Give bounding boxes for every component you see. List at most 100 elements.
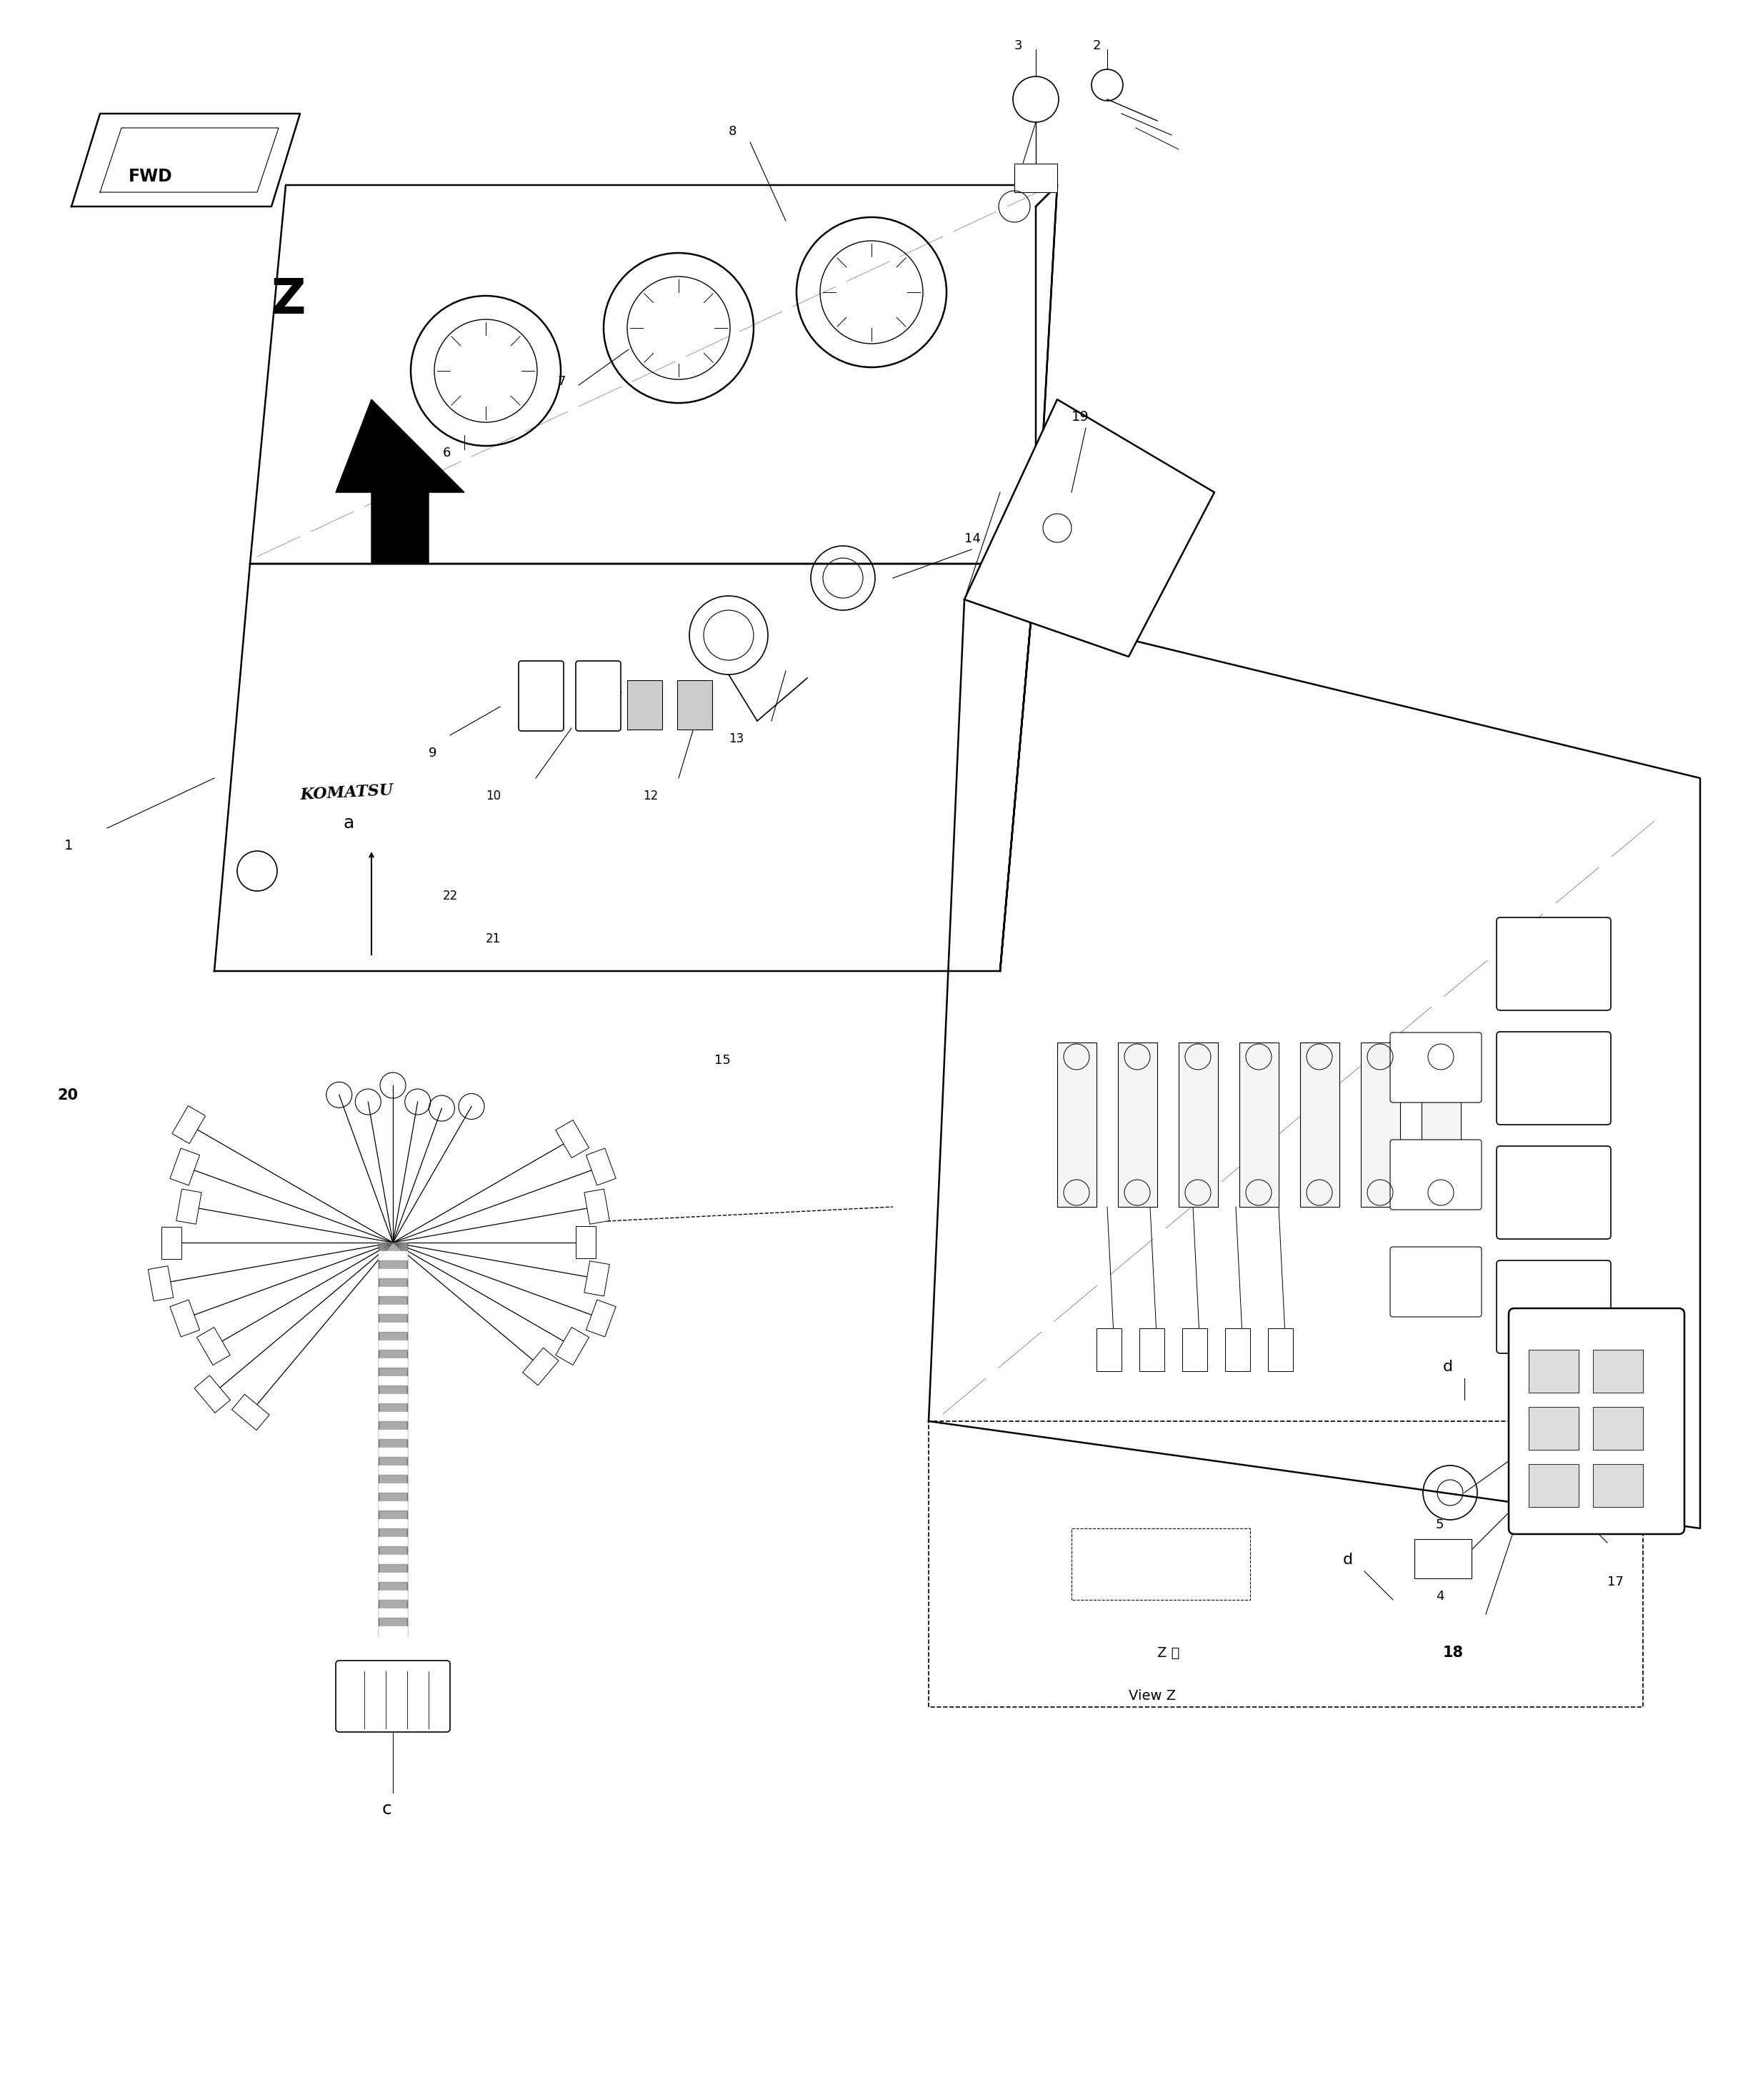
Polygon shape <box>378 1279 408 1287</box>
Text: 22: 22 <box>443 890 459 903</box>
FancyBboxPatch shape <box>1391 1033 1482 1102</box>
Polygon shape <box>378 1625 408 1636</box>
Bar <box>171 1300 200 1338</box>
Bar <box>195 1376 230 1413</box>
Polygon shape <box>378 1510 408 1518</box>
Polygon shape <box>72 113 301 206</box>
FancyBboxPatch shape <box>1496 1147 1610 1239</box>
Polygon shape <box>378 1260 408 1268</box>
Polygon shape <box>378 1331 408 1340</box>
Text: 4: 4 <box>1436 1590 1443 1602</box>
Text: 17: 17 <box>1607 1575 1624 1588</box>
Bar <box>1057 1042 1097 1207</box>
Bar <box>522 1348 559 1386</box>
FancyBboxPatch shape <box>1391 1140 1482 1210</box>
Bar <box>1139 1329 1164 1371</box>
Bar <box>232 1394 269 1430</box>
Bar <box>1529 1350 1579 1392</box>
Polygon shape <box>378 1609 408 1617</box>
Polygon shape <box>378 1304 408 1315</box>
Text: 15: 15 <box>714 1054 731 1067</box>
Polygon shape <box>214 563 1035 970</box>
Bar <box>1593 1407 1644 1449</box>
Polygon shape <box>378 1466 408 1474</box>
Bar <box>584 1260 610 1296</box>
Bar <box>197 1327 230 1365</box>
Text: View Z: View Z <box>1129 1688 1176 1703</box>
Bar <box>1181 1329 1208 1371</box>
Text: 3: 3 <box>1014 40 1023 53</box>
Bar <box>577 1226 596 1258</box>
Polygon shape <box>378 1554 408 1565</box>
Text: 5: 5 <box>1436 1518 1443 1531</box>
Polygon shape <box>378 1590 408 1600</box>
Text: 18: 18 <box>1443 1646 1464 1659</box>
Text: d: d <box>1443 1359 1454 1373</box>
Polygon shape <box>378 1518 408 1529</box>
Polygon shape <box>378 1573 408 1581</box>
Bar <box>1301 1042 1340 1207</box>
Text: Z 視: Z 視 <box>1157 1646 1180 1659</box>
Polygon shape <box>378 1411 408 1422</box>
Bar <box>1415 1539 1471 1579</box>
Text: 11: 11 <box>536 718 550 731</box>
Text: KOMATSU: KOMATSU <box>301 783 394 802</box>
Bar <box>1118 1042 1157 1207</box>
Text: 7: 7 <box>557 376 566 388</box>
Text: 19: 19 <box>1072 410 1090 424</box>
Bar <box>585 1149 615 1184</box>
Polygon shape <box>378 1501 408 1510</box>
Polygon shape <box>378 1493 408 1501</box>
Polygon shape <box>378 1422 408 1430</box>
Polygon shape <box>378 1537 408 1546</box>
FancyBboxPatch shape <box>1508 1308 1684 1535</box>
FancyBboxPatch shape <box>1496 918 1610 1010</box>
Bar <box>1593 1464 1644 1508</box>
FancyBboxPatch shape <box>1496 1260 1610 1352</box>
Polygon shape <box>378 1287 408 1296</box>
Polygon shape <box>378 1403 408 1411</box>
FancyBboxPatch shape <box>677 680 712 729</box>
Polygon shape <box>250 185 1057 563</box>
Text: 12: 12 <box>643 790 657 802</box>
Bar <box>1529 1464 1579 1508</box>
Text: Z: Z <box>271 277 306 323</box>
Polygon shape <box>378 1315 408 1323</box>
Text: d: d <box>1343 1552 1354 1567</box>
Polygon shape <box>378 1474 408 1483</box>
Bar <box>585 1300 615 1338</box>
Polygon shape <box>378 1600 408 1609</box>
Polygon shape <box>378 1386 408 1394</box>
Bar <box>1097 1329 1122 1371</box>
Text: 1: 1 <box>65 838 74 853</box>
Bar <box>1422 1042 1461 1207</box>
Text: 10: 10 <box>485 790 501 802</box>
Polygon shape <box>1014 164 1057 193</box>
Text: c: c <box>381 1800 392 1819</box>
Bar <box>1593 1350 1644 1392</box>
Text: 6: 6 <box>443 447 452 460</box>
Bar <box>1529 1407 1579 1449</box>
Polygon shape <box>378 1430 408 1438</box>
FancyBboxPatch shape <box>1496 1031 1610 1126</box>
Polygon shape <box>378 1367 408 1376</box>
Polygon shape <box>378 1296 408 1304</box>
Bar <box>172 1107 206 1144</box>
Bar <box>1178 1042 1218 1207</box>
Bar <box>171 1149 200 1184</box>
FancyBboxPatch shape <box>577 662 621 731</box>
FancyBboxPatch shape <box>336 1661 450 1732</box>
Text: 21: 21 <box>485 932 501 945</box>
Text: FWD: FWD <box>128 168 172 185</box>
Text: 20: 20 <box>58 1088 77 1102</box>
Bar <box>148 1266 174 1302</box>
Polygon shape <box>378 1438 408 1447</box>
Polygon shape <box>378 1340 408 1350</box>
Polygon shape <box>378 1243 408 1252</box>
Bar <box>176 1189 202 1224</box>
Text: a: a <box>343 815 353 832</box>
Polygon shape <box>378 1359 408 1367</box>
Text: 13: 13 <box>728 733 744 746</box>
Bar <box>556 1119 589 1157</box>
Polygon shape <box>965 399 1215 657</box>
